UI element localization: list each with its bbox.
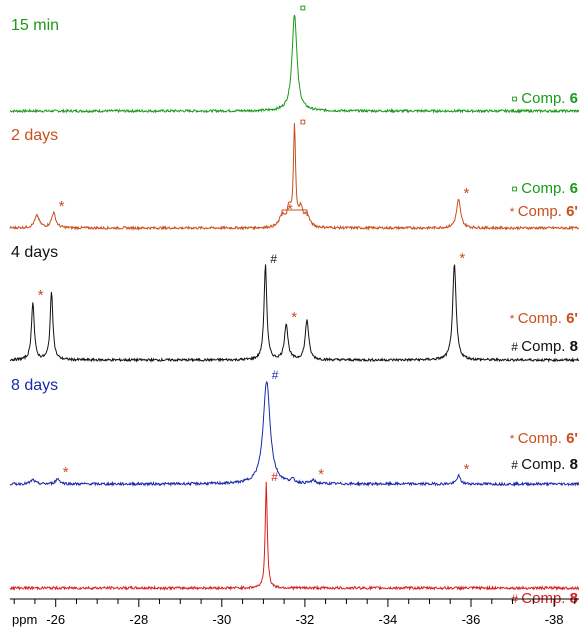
peak-marker: * xyxy=(459,250,465,267)
spectrum-trace xyxy=(9,122,579,232)
peak-marker: * xyxy=(38,287,44,304)
x-tick-label: -36 xyxy=(462,612,481,627)
spectrum-3: * # * * 4 days * Comp. 6' # Comp. 8 xyxy=(9,244,579,363)
spectrum-trace xyxy=(9,264,579,363)
spectrum-trace xyxy=(9,14,579,114)
spectrum-label: 15 min xyxy=(11,17,59,34)
legend-entry: * Comp. 6' xyxy=(510,203,578,220)
spectrum-trace xyxy=(9,380,579,488)
legend-entry: # Comp. 8 xyxy=(511,338,578,355)
spectrum-label: 2 days xyxy=(11,127,58,144)
peak-marker: * xyxy=(464,461,470,478)
peak-marker: # xyxy=(272,368,279,382)
peak-marker: # xyxy=(270,252,277,266)
peak-marker: * xyxy=(59,198,65,215)
spectra-layer: ¤ 15 min ¤ Comp. 6 * * ¤ * 2 days ¤ Comp. 6 * Com… xyxy=(9,1,579,607)
peak-marker: ¤ xyxy=(300,115,307,129)
x-tick-label: -30 xyxy=(212,612,231,627)
peak-marker: * xyxy=(464,185,470,202)
multiplet-bracket xyxy=(281,209,308,216)
spectrum-2: * *¤*2 days¤ Comp. 6* Comp. 6' xyxy=(9,115,579,232)
x-tick-label: -38 xyxy=(545,612,564,627)
peak-marker: * xyxy=(291,309,297,326)
spectrum-label: 4 days xyxy=(11,244,58,261)
legend-entry: ¤ Comp. 6 xyxy=(511,90,578,107)
legend-entry: ¤ Comp. 6 xyxy=(511,180,578,197)
x-tick-label: -26 xyxy=(46,612,65,627)
legend-entry: * Comp. 6' xyxy=(510,430,578,447)
peak-marker: * xyxy=(63,464,69,481)
x-tick-label: -34 xyxy=(379,612,398,627)
x-tick-label: -32 xyxy=(296,612,315,627)
legend-entry: * Comp. 6' xyxy=(510,310,578,327)
spectrum-label: 8 days xyxy=(11,377,58,394)
spectrum-1: ¤ 15 min ¤ Comp. 6 xyxy=(9,1,579,114)
peak-marker: * xyxy=(318,466,324,483)
x-tick-label: -28 xyxy=(129,612,148,627)
peak-marker: ¤ xyxy=(300,1,307,15)
x-axis-label: ppm xyxy=(12,612,37,627)
x-axis: ppm -26 -28 -30 -32 -34 -36 -38 xyxy=(10,598,579,627)
spectrum-5: ## Comp. 8 xyxy=(9,470,579,607)
legend-entry: # Comp. 8 xyxy=(511,456,578,473)
spectrum-trace xyxy=(9,481,579,592)
spectrum-4: * # * * 8 days * Comp. 6' # Comp. 8 xyxy=(9,368,579,488)
peak-marker: # xyxy=(271,470,278,484)
